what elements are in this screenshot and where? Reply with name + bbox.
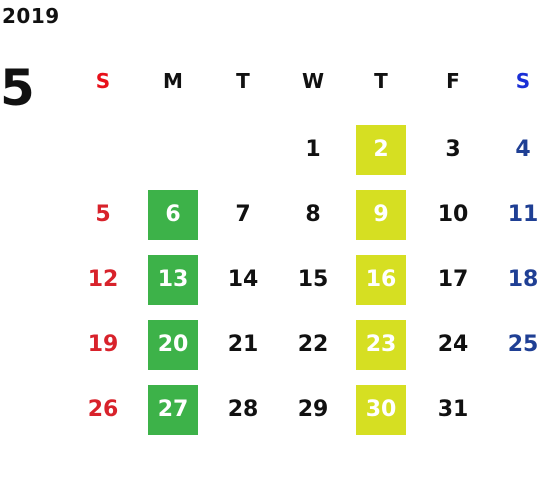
date-cell: 8 <box>305 202 321 227</box>
date-cell: 17 <box>437 267 469 292</box>
date-cell: 3 <box>445 137 461 162</box>
date-cell: 16 <box>356 255 406 305</box>
weekday-wednesday: W <box>301 69 325 93</box>
date-cell: 2 <box>356 125 406 175</box>
date-cell: 10 <box>437 202 469 227</box>
weekday-monday: M <box>163 69 183 93</box>
date-cell: 22 <box>297 332 329 357</box>
date-cell: 21 <box>227 332 259 357</box>
date-cell: 31 <box>437 397 469 422</box>
date-cell: 25 <box>507 332 539 357</box>
date-cell: 27 <box>148 385 198 435</box>
year-label: 2019 <box>2 4 60 28</box>
date-cell: 28 <box>227 397 259 422</box>
weekday-tuesday: T <box>236 69 250 93</box>
date-cell: 9 <box>356 190 406 240</box>
date-cell: 20 <box>148 320 198 370</box>
date-cell: 23 <box>356 320 406 370</box>
date-cell: 24 <box>437 332 469 357</box>
date-cell: 30 <box>356 385 406 435</box>
date-cell: 11 <box>507 202 539 227</box>
date-cell: 19 <box>87 332 119 357</box>
date-cell: 4 <box>515 137 531 162</box>
date-cell: 15 <box>297 267 329 292</box>
date-cell: 18 <box>507 267 539 292</box>
date-cell: 7 <box>235 202 251 227</box>
date-cell: 1 <box>305 137 321 162</box>
weekday-thursday: T <box>374 69 388 93</box>
weekday-sunday: S <box>95 69 111 93</box>
date-cell: 5 <box>95 202 111 227</box>
date-cell: 29 <box>297 397 329 422</box>
date-cell: 6 <box>148 190 198 240</box>
date-cell: 13 <box>148 255 198 305</box>
month-number: 5 <box>0 59 35 117</box>
weekday-saturday: S <box>515 69 531 93</box>
date-cell: 14 <box>227 267 259 292</box>
date-cell: 26 <box>87 397 119 422</box>
weekday-friday: F <box>446 69 460 93</box>
date-cell: 12 <box>87 267 119 292</box>
